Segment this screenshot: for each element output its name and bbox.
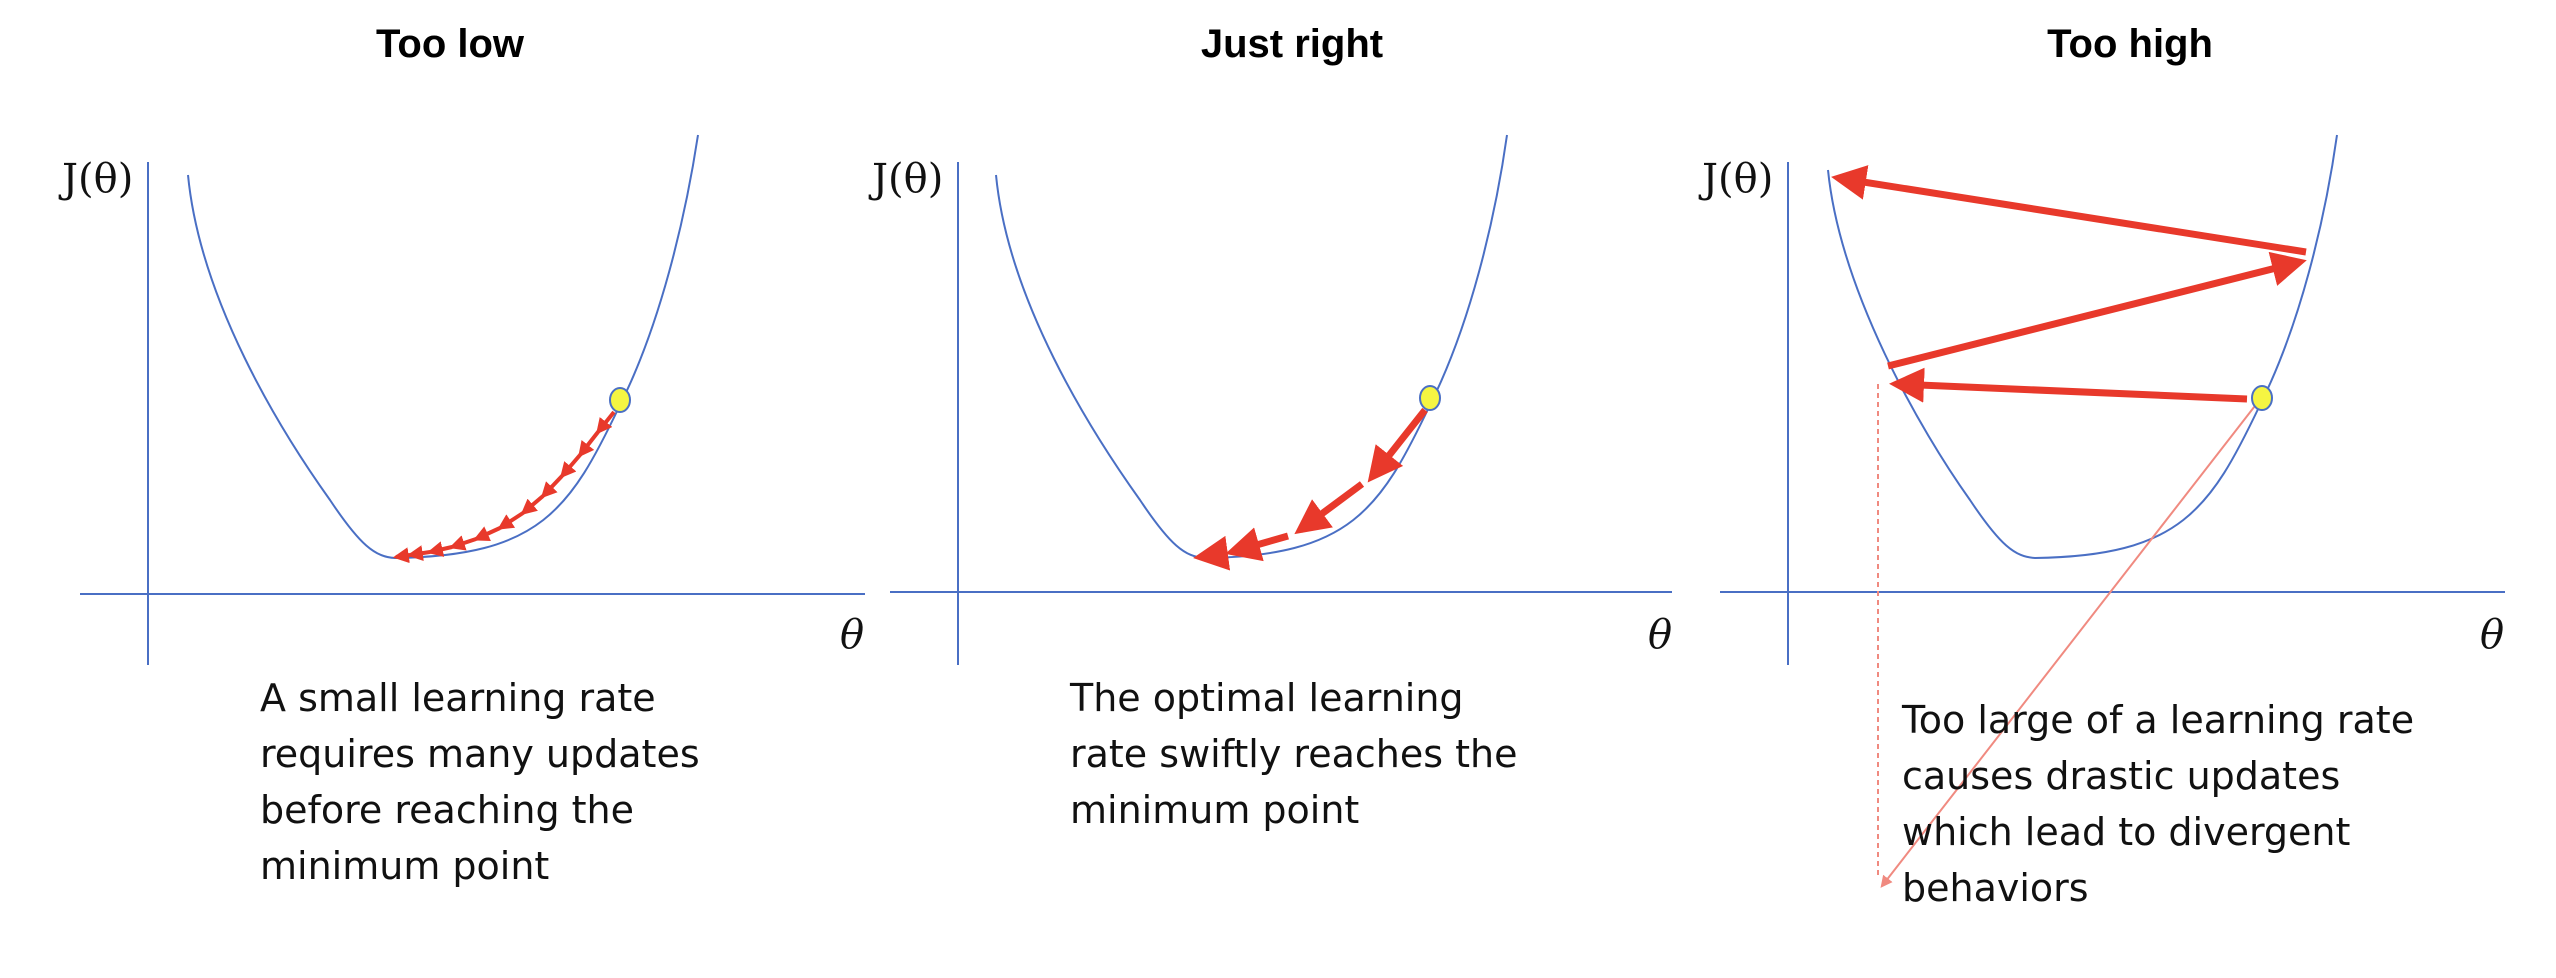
start-point [2251,385,2273,411]
divergent-step-arrows [1831,165,2307,403]
x-axis-label: θ [840,612,864,658]
guide-line [1880,401,2259,888]
panel-just-right: J(θ) θ [868,134,1672,665]
caption-just-right: The optimal learning rate swiftly reache… [1070,676,1518,832]
y-axis-label: J(θ) [1698,156,1773,202]
panel-too-high: J(θ) θ [1698,134,2505,888]
y-axis-label: J(θ) [58,156,133,202]
cost-curve [187,134,699,560]
y-axis-label: J(θ) [868,156,943,202]
start-point [609,387,631,413]
x-axis-label: θ [1648,612,1672,658]
cost-curve [995,134,1508,560]
panel-title-too-high: Too high [2047,22,2213,66]
x-axis-label: θ [2480,612,2504,658]
panel-too-low: J(θ) θ [58,134,865,665]
start-point [1419,385,1441,411]
cost-curve [1827,134,2338,560]
small-step-arrows [392,410,616,564]
caption-too-high: Too large of a learning rate causes dras… [1902,698,2415,910]
panel-title-just-right: Just right [1200,22,1384,66]
optimal-step-arrows [1193,407,1428,571]
panel-title-too-low: Too low [375,22,525,66]
caption-too-low: A small learning rate requires many upda… [260,676,700,888]
